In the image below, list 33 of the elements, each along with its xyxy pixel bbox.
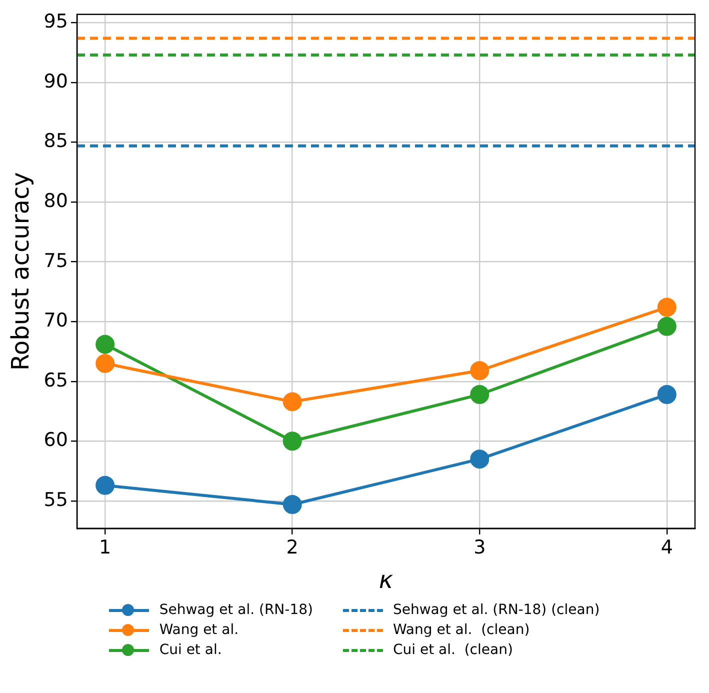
y-tick-label: 90 <box>44 70 68 92</box>
legend-label: Cui et al. <box>159 642 222 658</box>
point <box>657 316 676 336</box>
point <box>470 450 490 469</box>
x-tick-label: 2 <box>286 536 298 559</box>
x-tick-label: 4 <box>660 536 673 559</box>
x-axis-title: κ <box>378 566 394 594</box>
y-tick-label: 65 <box>44 369 68 392</box>
legend-label: Sehwag et al. (RN-18) <box>159 602 313 618</box>
x-tick-label: 1 <box>99 536 112 559</box>
legend-label: Cui et al. (clean) <box>392 642 513 658</box>
point <box>282 494 302 514</box>
point <box>470 361 490 380</box>
y-tick-label: 75 <box>44 250 68 272</box>
point <box>96 334 115 354</box>
point <box>96 476 115 495</box>
y-tick-label: 85 <box>44 130 68 152</box>
y-tick-label: 60 <box>44 429 68 452</box>
legend-label: Sehwag et al. (RN-18) (clean) <box>392 602 600 618</box>
point <box>282 432 302 451</box>
point <box>657 385 676 404</box>
point <box>657 298 676 317</box>
legend-label: Wang et al. (clean) <box>392 622 530 638</box>
y-tick-label: 95 <box>44 10 68 33</box>
y-tick-label: 70 <box>44 310 68 332</box>
legend-label: Wang et al. <box>159 622 239 638</box>
y-tick-label: 55 <box>44 488 68 511</box>
point <box>470 385 490 404</box>
y-tick-label: 80 <box>44 190 68 212</box>
point <box>282 392 302 412</box>
x-tick-label: 3 <box>474 536 486 559</box>
y-axis-title: Robust accuracy <box>6 172 35 371</box>
point <box>96 354 115 373</box>
